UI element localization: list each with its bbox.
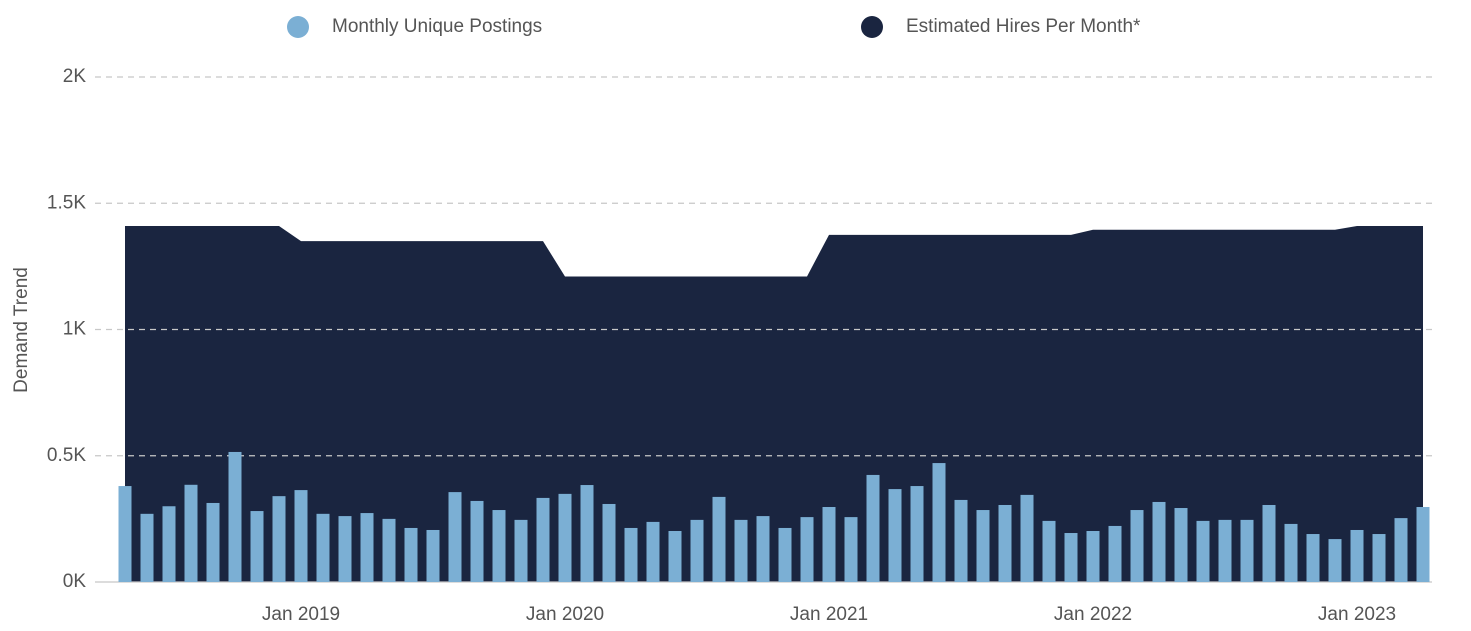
bar [404,527,418,582]
bar [1350,529,1364,582]
legend-marker [861,16,883,38]
bar [822,507,836,582]
bar [1042,520,1056,582]
bar [1240,519,1254,582]
bar [162,506,176,582]
bar [470,500,484,582]
bar [382,518,396,582]
x-tick-label: Jan 2022 [1054,604,1132,625]
legend-label: Estimated Hires Per Month* [906,16,1141,37]
bar [800,517,814,582]
bar [1174,508,1188,582]
bar [998,504,1012,582]
bar [910,486,924,582]
y-tick-label: 0.5K [47,445,86,466]
legend-label: Monthly Unique Postings [332,16,542,37]
bar [932,463,946,582]
bar [1064,533,1078,582]
bar [668,530,682,582]
legend-marker [287,16,309,38]
bar [646,521,660,582]
bar [624,527,638,582]
bar [206,502,220,582]
bar [338,516,352,582]
bar [844,517,858,582]
bar [316,513,330,582]
bar [536,497,550,582]
bar [558,493,572,582]
bar [1196,520,1210,582]
bar [1130,510,1144,582]
bar [140,513,154,582]
bar [734,519,748,582]
y-tick-label: 1.5K [47,192,86,213]
bar [228,451,242,582]
bar [514,519,528,582]
bar [250,511,264,582]
bar [954,499,968,582]
bar [1284,523,1298,582]
x-tick-label: Jan 2023 [1318,604,1396,625]
bar [1218,519,1232,582]
bar [294,490,308,582]
bar [360,513,374,582]
bar [1020,494,1034,582]
bar [1394,518,1408,582]
bar [712,496,726,582]
bar [1372,534,1386,582]
bar [602,503,616,582]
bar [492,510,506,582]
x-tick-label: Jan 2021 [790,604,868,625]
y-axis-label: Demand Trend [11,267,32,393]
bar [866,474,880,582]
bar [1328,539,1342,582]
bar [690,519,704,582]
bar [976,510,990,582]
y-tick-label: 2K [63,66,87,87]
bar [1152,501,1166,582]
bar [1086,530,1100,582]
bar [756,516,770,582]
bar [426,529,440,582]
bar [1306,534,1320,582]
x-tick-label: Jan 2019 [262,604,340,625]
bar [118,486,132,582]
bar [272,496,286,582]
y-tick-label: 0K [63,571,87,592]
y-tick-label: 1K [63,319,87,340]
bar [1262,504,1276,582]
x-tick-label: Jan 2020 [526,604,604,625]
bar [1108,525,1122,582]
bar [778,527,792,582]
bar [1416,507,1430,582]
bar [888,489,902,582]
bar [184,484,198,582]
bar [580,485,594,582]
bar [448,492,462,582]
